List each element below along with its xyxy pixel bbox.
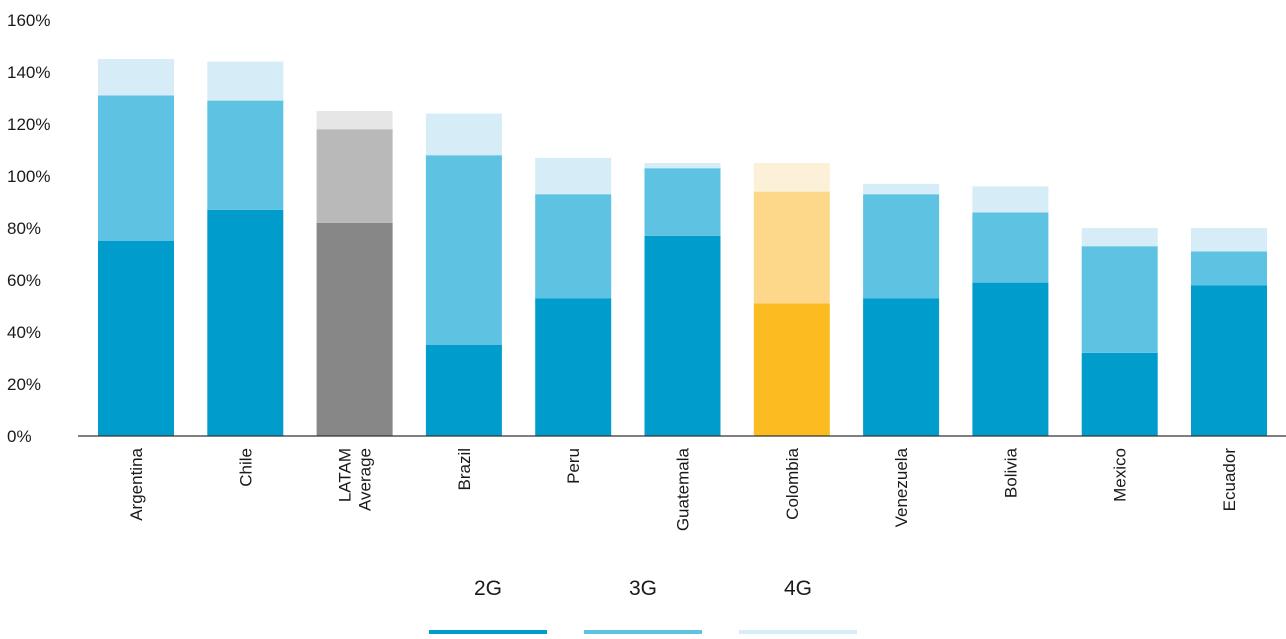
bar-bolivia-4g: [972, 186, 1049, 213]
y-tick-label: 40%: [7, 323, 41, 342]
bar-argentina-2g: [98, 241, 174, 436]
bar-brazil-2g: [425, 345, 502, 436]
legend-label: 3G: [629, 577, 657, 600]
bar-chile-2g: [207, 209, 284, 436]
bar-peru-3g: [535, 194, 612, 299]
x-tick-label-mexico: Mexico: [1111, 448, 1130, 502]
y-tick-label: 20%: [7, 375, 41, 394]
bar-bolivia-2g: [972, 282, 1049, 436]
bar-venezuela-3g: [863, 194, 940, 299]
bar-latam-average-3g: [316, 129, 393, 223]
x-tick-label-colombia: Colombia: [783, 447, 802, 519]
bar-ecuador-4g: [1191, 228, 1267, 252]
legend-swatch: [739, 630, 857, 634]
bar-guatemala-2g: [644, 235, 721, 436]
y-tick-label: 140%: [7, 63, 50, 82]
bar-peru-2g: [535, 298, 612, 436]
bar-venezuela-2g: [863, 298, 940, 436]
bar-ecuador-3g: [1191, 251, 1267, 286]
legend-label: 4G: [784, 577, 812, 600]
bar-chile-4g: [207, 61, 284, 101]
bar-peru-4g: [535, 157, 612, 195]
bar-bolivia-3g: [972, 212, 1049, 283]
legend-swatch: [429, 630, 547, 634]
x-tick-label-peru: Peru: [564, 448, 583, 484]
bar-venezuela-4g: [863, 183, 940, 195]
bars: [98, 59, 1267, 436]
x-axis: Argentina Chile LATAMAverage Brazil Peru Guat…: [78, 435, 1286, 531]
x-tick-label-venezuela: Venezuela: [892, 447, 911, 527]
legend-label: 2G: [474, 577, 502, 600]
bar-guatemala-4g: [644, 163, 721, 169]
x-tick-label-guatemala: Guatemala: [674, 447, 693, 531]
bar-brazil-3g: [425, 155, 502, 345]
y-tick-label: 0%: [7, 427, 32, 446]
y-tick-label: 120%: [7, 115, 50, 134]
bar-latam-average-2g: [316, 222, 393, 436]
y-tick-label: 60%: [7, 271, 41, 290]
bar-latam-average-4g: [316, 111, 393, 130]
y-axis: 0% 20% 40% 60% 80% 100% 120% 140% 160%: [7, 11, 50, 446]
x-tick-label-bolivia: Bolivia: [1001, 447, 1020, 498]
bar-colombia-3g: [753, 191, 830, 304]
y-tick-label: 80%: [7, 219, 41, 238]
legend-swatch: [584, 630, 702, 634]
bar-guatemala-3g: [644, 168, 721, 236]
x-tick-label-latam-average: LATAMAverage: [336, 448, 375, 511]
bar-mexico-4g: [1081, 228, 1158, 247]
x-tick-label-argentina: Argentina: [127, 447, 146, 520]
bar-colombia-2g: [753, 303, 830, 436]
x-tick-label-chile: Chile: [236, 448, 255, 487]
bar-mexico-2g: [1081, 352, 1158, 436]
y-tick-label: 160%: [7, 11, 50, 30]
legend-item-2g: 2G: [429, 577, 547, 634]
bar-argentina-4g: [98, 59, 174, 96]
legend-item-3g: 3G: [584, 577, 702, 634]
bar-argentina-3g: [98, 95, 174, 242]
y-tick-label: 100%: [7, 167, 50, 186]
legend: 2G 3G 4G: [429, 577, 857, 634]
x-tick-label-brazil: Brazil: [455, 448, 474, 491]
legend-item-4g: 4G: [739, 577, 857, 634]
bar-mexico-3g: [1081, 246, 1158, 353]
bar-chile-3g: [207, 100, 284, 210]
x-tick-label-ecuador: Ecuador: [1220, 448, 1239, 512]
bar-ecuador-2g: [1191, 285, 1267, 436]
bar-brazil-4g: [425, 113, 502, 156]
bar-colombia-4g: [753, 163, 830, 192]
